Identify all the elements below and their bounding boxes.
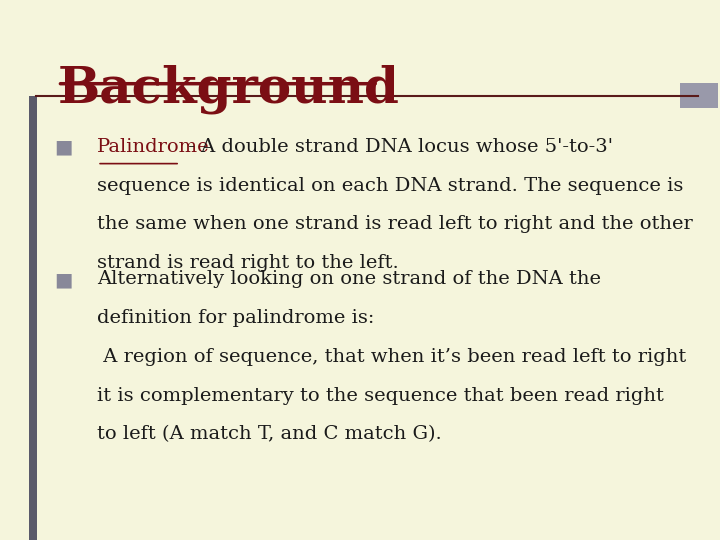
Text: A region of sequence, that when it’s been read left to right: A region of sequence, that when it’s bee… — [97, 348, 686, 366]
Text: sequence is identical on each DNA strand. The sequence is: sequence is identical on each DNA strand… — [97, 177, 683, 194]
Text: to left (A match T, and C match G).: to left (A match T, and C match G). — [97, 426, 442, 443]
FancyBboxPatch shape — [29, 96, 37, 540]
FancyBboxPatch shape — [680, 83, 718, 108]
Text: it is complementary to the sequence that been read right: it is complementary to the sequence that… — [97, 387, 664, 404]
Text: the same when one strand is read left to right and the other: the same when one strand is read left to… — [97, 215, 693, 233]
Text: ■: ■ — [54, 270, 73, 289]
Text: Background: Background — [58, 65, 400, 114]
Text: - A double strand DNA locus whose 5'-to-3': - A double strand DNA locus whose 5'-to-… — [182, 138, 613, 156]
Text: strand is read right to the left.: strand is read right to the left. — [97, 254, 399, 272]
Text: ■: ■ — [54, 138, 73, 157]
Text: definition for palindrome is:: definition for palindrome is: — [97, 309, 374, 327]
Text: Alternatively looking on one strand of the DNA the: Alternatively looking on one strand of t… — [97, 270, 601, 288]
Text: Palindrome: Palindrome — [97, 138, 210, 156]
